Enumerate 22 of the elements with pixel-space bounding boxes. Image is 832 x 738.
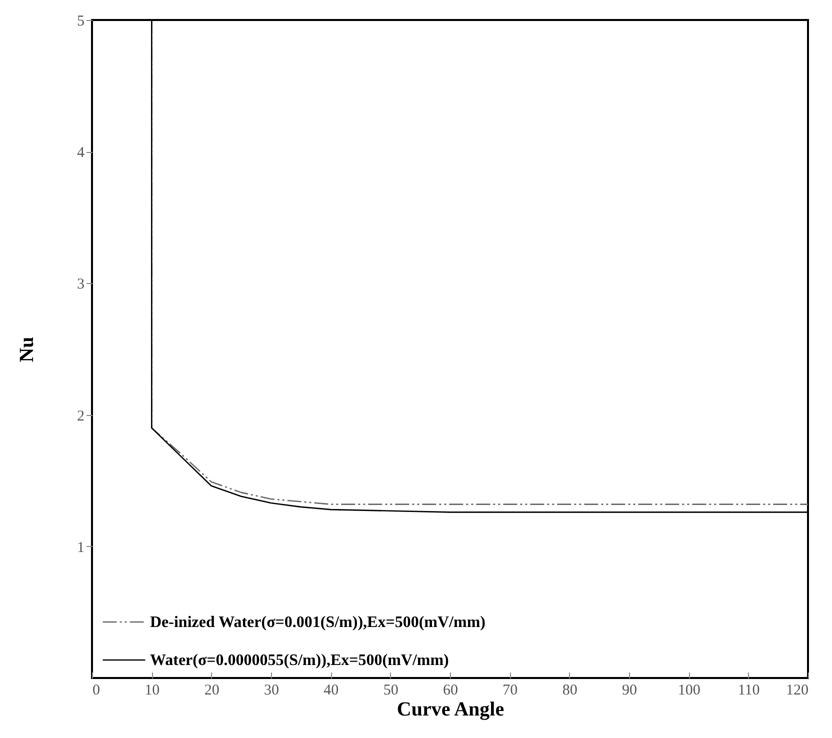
x-tick-label: 80 (562, 682, 578, 698)
x-tick-label: 20 (204, 682, 220, 698)
x-tick-label: 10 (144, 682, 160, 698)
x-tick-label: 30 (264, 682, 279, 698)
y-tick-label: 2 (77, 408, 84, 424)
x-tick-label: 0 (92, 682, 100, 698)
x-tick-label: 110 (738, 682, 760, 698)
x-tick-label: 60 (443, 682, 458, 698)
y-tick-label: 3 (77, 276, 84, 293)
x-axis-title: Curve Angle (396, 698, 504, 720)
legend-label: Water(σ=0.0000055(S/m)),Ex=500(mV/mm) (150, 652, 449, 669)
y-axis-title: Nu (16, 336, 38, 362)
x-tick-label: 120 (786, 682, 808, 698)
x-tick-label: 70 (502, 682, 518, 698)
x-tick-label: 40 (324, 682, 339, 698)
y-tick-label: 1 (77, 540, 84, 556)
y-tick-label: 5 (77, 14, 84, 30)
legend-label: De-inized Water(σ=0.001(S/m)),Ex=500(mV/mm) (150, 614, 486, 631)
x-tick-label: 50 (383, 682, 398, 698)
x-tick-label: 90 (622, 682, 637, 698)
x-tick-label: 100 (678, 682, 700, 698)
y-tick-label: 4 (77, 145, 85, 162)
